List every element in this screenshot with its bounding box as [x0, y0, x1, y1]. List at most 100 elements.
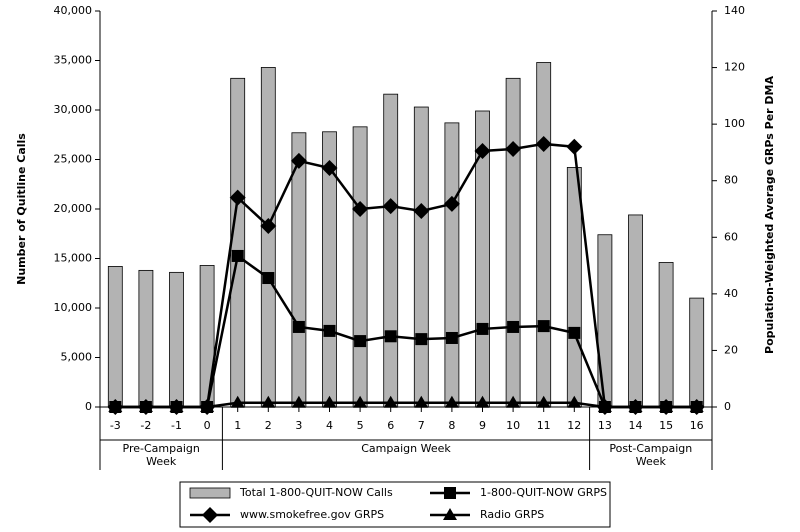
- marker-triangle: [108, 400, 123, 412]
- bar: [505, 77, 521, 408]
- marker-triangle: [567, 395, 582, 408]
- marker-diamond: [566, 138, 583, 155]
- y2-tick-label: 60: [724, 230, 738, 243]
- x-tick-label: 13: [598, 419, 612, 432]
- bar: [444, 122, 460, 408]
- marker-diamond: [535, 135, 552, 152]
- x-tick-label: -3: [110, 419, 121, 432]
- y2-tick-label: 140: [724, 4, 745, 17]
- marker-triangle: [443, 508, 457, 520]
- marker-square: [384, 330, 397, 343]
- group-label: Week: [146, 455, 177, 468]
- x-tick-label: 12: [567, 419, 581, 432]
- x-tick-label: 10: [506, 419, 520, 432]
- y2-tick-label: 100: [724, 117, 745, 130]
- marker-triangle: [230, 395, 245, 408]
- y-tick-label: 10,000: [54, 301, 93, 314]
- marker-diamond: [290, 152, 307, 169]
- x-tick-label: 6: [387, 419, 394, 432]
- bar: [383, 93, 399, 408]
- bar: [689, 297, 705, 408]
- marker-diamond: [202, 507, 218, 523]
- group-label: Campaign Week: [361, 442, 451, 455]
- line: [115, 142, 697, 409]
- marker-triangle: [383, 395, 398, 408]
- marker-square: [323, 324, 336, 337]
- x-tick-label: 8: [448, 419, 455, 432]
- bar: [566, 167, 582, 408]
- marker-triangle: [506, 395, 521, 408]
- y-tick-label: 15,000: [54, 252, 93, 265]
- bar: [658, 262, 674, 408]
- legend-label: Radio GRPS: [480, 508, 544, 521]
- y2-tick-label: 120: [724, 61, 745, 74]
- marker-square: [415, 333, 428, 346]
- y-axis-title: Number of Quitline Calls: [15, 133, 28, 285]
- marker-diamond: [229, 189, 246, 206]
- marker-triangle: [628, 400, 643, 412]
- legend-label: www.smokefree.gov GRPS: [240, 508, 384, 521]
- marker-diamond: [443, 195, 460, 212]
- y2-tick-label: 40: [724, 287, 738, 300]
- marker-triangle: [536, 395, 551, 408]
- marker-triangle: [414, 395, 429, 408]
- group-label: Pre-Campaign: [123, 442, 200, 455]
- marker-triangle: [200, 400, 215, 412]
- marker-diamond: [413, 202, 430, 219]
- y-tick-label: 40,000: [54, 4, 93, 17]
- y2-tick-label: 80: [724, 174, 738, 187]
- legend-label: Total 1-800-QUIT-NOW Calls: [239, 486, 393, 499]
- marker-triangle: [322, 395, 337, 408]
- marker-triangle: [689, 400, 704, 412]
- marker-diamond: [382, 198, 399, 215]
- bar: [260, 67, 276, 408]
- x-tick-label: 14: [629, 419, 643, 432]
- marker-square: [537, 320, 550, 333]
- line: [115, 401, 697, 409]
- x-tick-label: 5: [357, 419, 364, 432]
- marker-triangle: [597, 400, 612, 412]
- y-tick-label: 35,000: [54, 54, 93, 67]
- x-tick-label: 16: [690, 419, 704, 432]
- marker-square: [292, 320, 305, 333]
- marker-diamond: [321, 159, 338, 176]
- legend-box: [179, 481, 611, 528]
- y2-tick-label: 20: [724, 343, 738, 356]
- bar: [536, 62, 552, 408]
- marker-square: [262, 272, 275, 285]
- legend-label: 1-800-QUIT-NOW GRPS: [480, 486, 607, 499]
- x-tick-label: 0: [204, 419, 211, 432]
- y-tick-label: 0: [85, 400, 92, 413]
- y-tick-label: 30,000: [54, 103, 93, 116]
- y-tick-label: 25,000: [54, 153, 93, 166]
- marker-triangle: [353, 395, 368, 408]
- marker-triangle: [444, 395, 459, 408]
- bar: [597, 234, 613, 408]
- line: [115, 253, 697, 409]
- marker-square: [507, 320, 520, 333]
- bar: [230, 77, 246, 408]
- x-tick-label: 7: [418, 419, 425, 432]
- y-tick-label: 5,000: [61, 351, 93, 364]
- marker-square: [568, 326, 581, 339]
- bar: [107, 266, 123, 408]
- marker-triangle: [261, 395, 276, 408]
- bar: [413, 106, 429, 408]
- y2-tick-label: 0: [724, 400, 731, 413]
- group-label: Post-Campaign: [609, 442, 692, 455]
- x-tick-label: -2: [140, 419, 151, 432]
- marker-square: [444, 487, 456, 499]
- marker-triangle: [659, 400, 674, 412]
- x-tick-label: 11: [537, 419, 551, 432]
- bar: [138, 269, 154, 408]
- group-label: Week: [636, 455, 667, 468]
- marker-diamond: [352, 201, 369, 217]
- x-tick-label: 9: [479, 419, 486, 432]
- marker-diamond: [474, 143, 491, 160]
- x-tick-label: 4: [326, 419, 333, 432]
- bar: [169, 271, 184, 408]
- x-tick-label: 2: [265, 419, 272, 432]
- legend-swatch: [189, 487, 231, 499]
- bar: [352, 126, 368, 408]
- marker-square: [445, 331, 458, 344]
